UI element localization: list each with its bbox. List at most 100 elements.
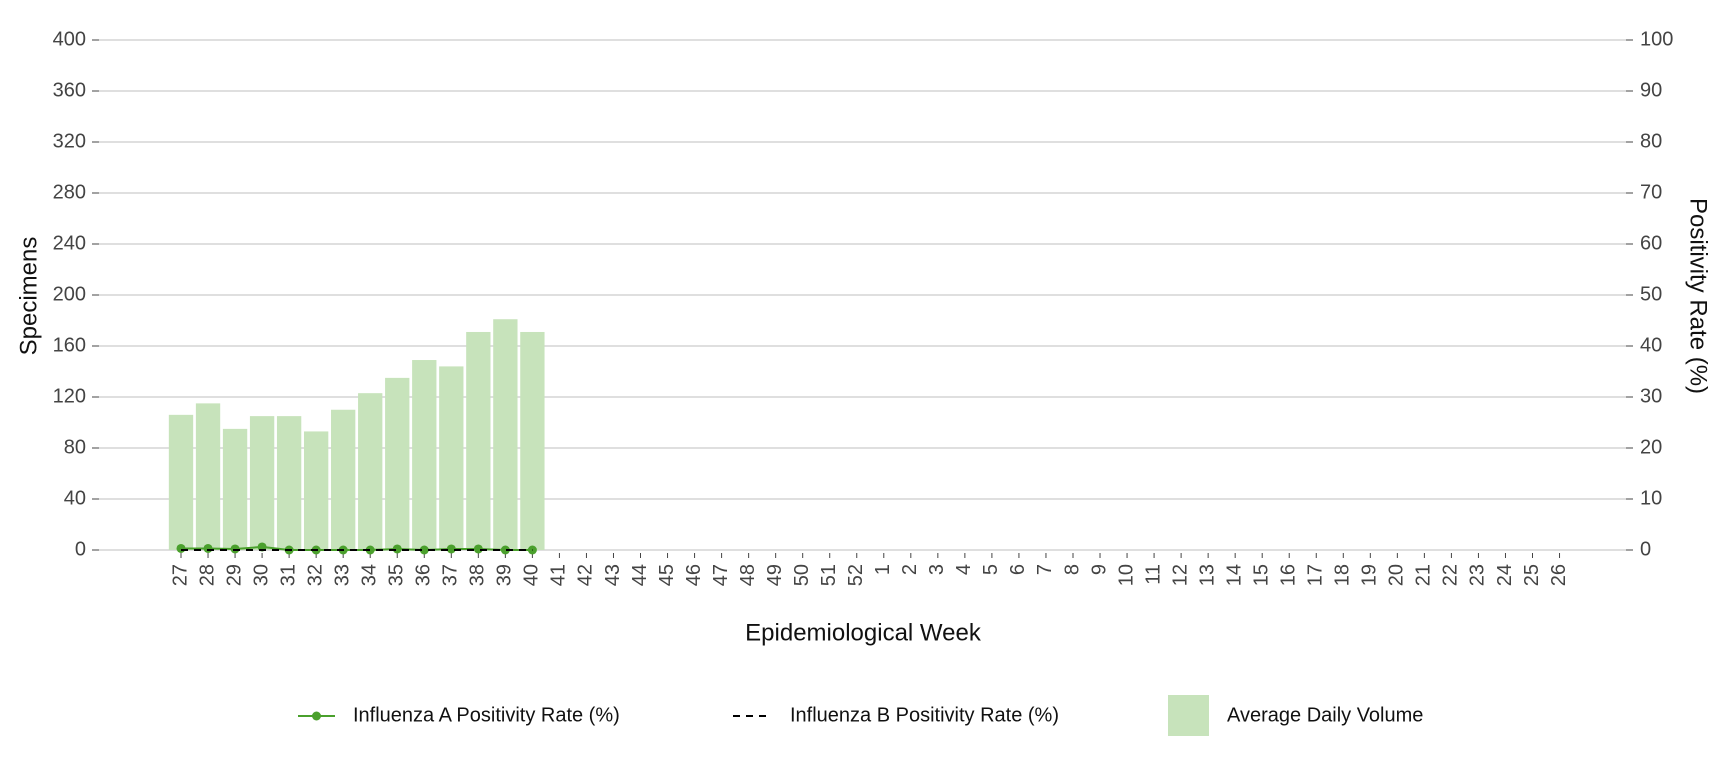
- x-tick-label: 37: [440, 564, 462, 586]
- y-tick-label: 40: [64, 487, 86, 509]
- y2-tick-label: 20: [1640, 436, 1662, 458]
- legend-swatch: [312, 711, 321, 721]
- bar: [493, 319, 518, 550]
- x-tick-label: 27: [169, 564, 191, 586]
- x-tick-label: 15: [1250, 564, 1272, 586]
- y2-tick-label: 100: [1640, 28, 1673, 50]
- bar: [222, 428, 248, 550]
- point: [392, 544, 402, 554]
- x-tick-label: 19: [1359, 564, 1381, 586]
- x-tick-label: 43: [602, 564, 624, 586]
- x-tick-label: 34: [358, 564, 380, 586]
- x-tick-label: 16: [1278, 564, 1300, 586]
- y-tick-label: 80: [64, 436, 86, 458]
- x-tick-label: 44: [629, 564, 651, 586]
- x-tick-label: 38: [467, 564, 489, 586]
- bar: [385, 377, 410, 550]
- x-tick-label: 18: [1332, 564, 1354, 586]
- point: [203, 543, 213, 553]
- y-tick-label: 320: [53, 130, 86, 152]
- x-tick-label: 51: [818, 564, 840, 586]
- x-tick-label: 20: [1386, 564, 1408, 586]
- bar: [466, 331, 491, 550]
- y2-tick-label: 40: [1640, 334, 1662, 356]
- x-tick-label: 48: [737, 564, 759, 586]
- x-tick-label: 3: [926, 564, 948, 575]
- x-tick-label: 24: [1494, 564, 1516, 586]
- bar: [195, 403, 221, 550]
- x-tick-label: 9: [1088, 564, 1110, 575]
- x-tick-label: 33: [331, 564, 353, 586]
- y2-tick-label: 80: [1640, 130, 1662, 152]
- x-tick-label: 8: [1061, 564, 1083, 575]
- bar: [303, 431, 329, 550]
- x-tick-label: 32: [304, 564, 326, 586]
- x-tick-label: 28: [196, 564, 218, 586]
- y-tick-label: 360: [53, 79, 86, 101]
- x-tick-label: 13: [1196, 564, 1218, 586]
- x-tick-label: 22: [1440, 564, 1462, 586]
- x-axis-title: Epidemiological Week: [745, 619, 982, 646]
- x-tick-label: 42: [575, 564, 597, 586]
- x-tick-label: 21: [1413, 564, 1435, 586]
- y-axis-title: Specimens: [15, 237, 42, 356]
- y2-tick-label: 30: [1640, 385, 1662, 407]
- point: [500, 545, 510, 555]
- x-tick-label: 39: [494, 564, 516, 586]
- x-tick-label: 14: [1223, 564, 1245, 586]
- y-tick-label: 240: [53, 232, 86, 254]
- y2-tick-label: 50: [1640, 283, 1662, 305]
- point: [230, 544, 240, 554]
- x-tick-label: 2: [899, 564, 921, 575]
- x-tick-label: 23: [1467, 564, 1489, 586]
- x-tick-label: 35: [386, 564, 408, 586]
- y-tick-label: 120: [53, 385, 86, 407]
- x-tick-label: 1: [872, 564, 894, 575]
- y2-axis-title: Positivity Rate (%): [1685, 198, 1712, 394]
- y2-tick-label: 70: [1640, 181, 1662, 203]
- x-tick-label: 7: [1034, 564, 1056, 575]
- x-tick-label: 6: [1007, 564, 1029, 575]
- x-tick-label: 46: [683, 564, 705, 586]
- legend-label: Influenza A Positivity Rate (%): [353, 704, 620, 726]
- x-tick-label: 45: [656, 564, 678, 586]
- y2-tick-label: 10: [1640, 487, 1662, 509]
- y-tick-label: 400: [53, 28, 86, 50]
- bar: [331, 409, 356, 550]
- x-tick-label: 41: [548, 564, 570, 586]
- y2-tick-label: 60: [1640, 232, 1662, 254]
- y-tick-label: 160: [53, 334, 86, 356]
- legend-label: Average Daily Volume: [1227, 704, 1423, 726]
- x-tick-label: 36: [413, 564, 435, 586]
- x-tick-label: 49: [764, 564, 786, 586]
- point: [446, 544, 456, 554]
- point: [419, 545, 429, 555]
- x-tick-label: 31: [277, 564, 299, 586]
- y2-tick-label: 0: [1640, 538, 1651, 560]
- x-tick-label: 30: [250, 564, 272, 586]
- bar: [439, 366, 464, 550]
- x-tick-label: 52: [845, 564, 867, 586]
- x-tick-label: 25: [1521, 564, 1543, 586]
- x-tick-label: 26: [1548, 564, 1570, 586]
- x-tick-label: 47: [710, 564, 732, 586]
- y2-tick-label: 90: [1640, 79, 1662, 101]
- bar: [276, 416, 302, 550]
- x-tick-label: 50: [791, 564, 813, 586]
- x-tick-label: 5: [980, 564, 1002, 575]
- y-tick-label: 200: [53, 283, 86, 305]
- point: [176, 543, 186, 553]
- x-tick-label: 10: [1115, 564, 1137, 586]
- legend-label: Influenza B Positivity Rate (%): [790, 704, 1059, 726]
- bar: [358, 393, 383, 550]
- x-tick-label: 29: [223, 564, 245, 586]
- x-tick-label: 4: [953, 564, 975, 575]
- point: [473, 544, 483, 554]
- bar: [412, 360, 437, 550]
- point: [365, 545, 375, 555]
- bar: [520, 331, 545, 550]
- legend-swatch: [1168, 695, 1209, 736]
- x-tick-label: 17: [1305, 564, 1327, 586]
